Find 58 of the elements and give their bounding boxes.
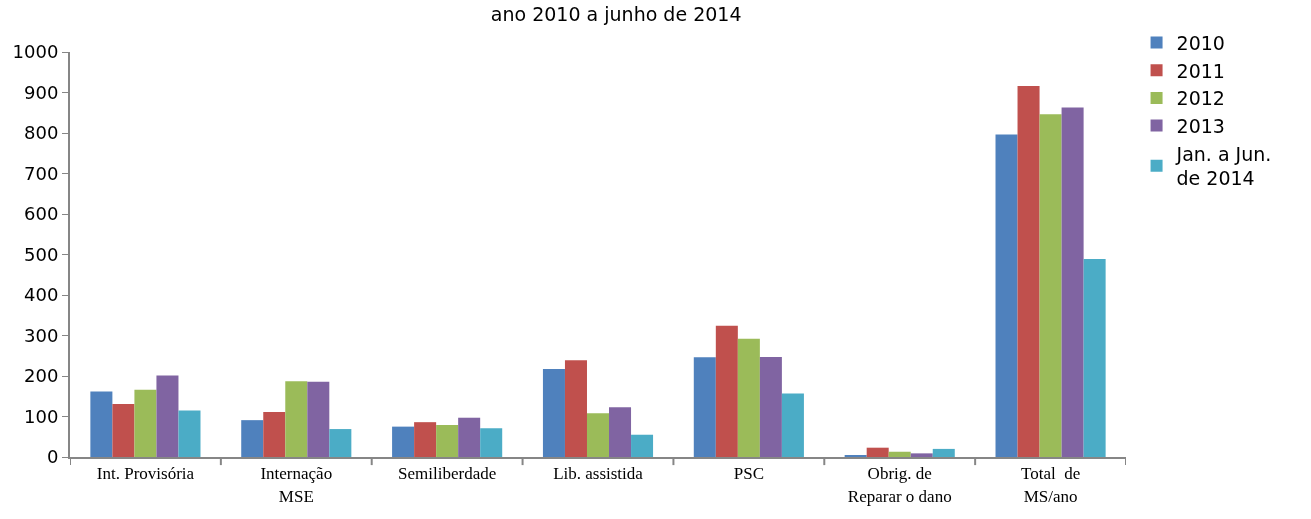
bar xyxy=(112,403,135,457)
bar xyxy=(90,391,113,457)
bar xyxy=(458,417,481,457)
bar xyxy=(307,381,330,457)
bar xyxy=(609,407,632,457)
legend-label: 2011 xyxy=(1176,59,1225,82)
bar xyxy=(910,453,933,457)
bar xyxy=(995,134,1018,457)
bar xyxy=(392,426,415,457)
bar xyxy=(134,389,157,457)
bar xyxy=(241,420,264,457)
bar xyxy=(759,356,782,457)
bar xyxy=(932,448,955,457)
bar xyxy=(693,357,716,457)
y-tick-label: 800 xyxy=(24,122,59,144)
x-tick-label: Semiliberdade xyxy=(398,464,497,484)
bar xyxy=(1017,86,1040,457)
y-tick-label: 100 xyxy=(24,405,59,427)
bar xyxy=(178,410,201,457)
bar xyxy=(414,422,437,457)
legend-label: 2012 xyxy=(1176,87,1225,110)
bar xyxy=(542,369,565,457)
x-tick-label: Lib. assistida xyxy=(553,464,644,484)
bar xyxy=(631,434,654,457)
bar xyxy=(564,360,587,457)
y-tick-label: 700 xyxy=(24,162,59,184)
x-tick-label: Int. Provisória xyxy=(96,464,195,484)
bar xyxy=(436,425,459,457)
bar xyxy=(866,447,889,457)
bar xyxy=(781,393,804,457)
bar xyxy=(1083,258,1106,457)
x-tick-label: Total de MS/ano xyxy=(1020,464,1081,506)
bar xyxy=(263,412,286,457)
bar xyxy=(156,375,179,457)
legend-label: 2010 xyxy=(1176,31,1225,54)
y-tick-label: 1000 xyxy=(12,41,59,63)
bar xyxy=(1039,114,1062,457)
x-tick-label: Internação MSE xyxy=(260,464,333,506)
bar xyxy=(285,381,308,457)
chart-title: ano 2010 a junho de 2014 xyxy=(490,3,742,26)
y-tick-label: 900 xyxy=(24,81,59,103)
x-tick-label: Obrig. de Reparar o dano xyxy=(847,464,952,506)
bar xyxy=(586,413,610,457)
y-tick-label: 200 xyxy=(24,365,59,387)
y-tick-label: 600 xyxy=(24,203,59,225)
y-tick-label: 300 xyxy=(24,324,59,346)
legend-label: Jan. a Jun. de 2014 xyxy=(1175,142,1272,190)
bar xyxy=(715,325,738,457)
x-tick-label: PSC xyxy=(733,464,764,484)
bar xyxy=(888,451,911,457)
bar xyxy=(480,428,503,457)
y-tick-label: 500 xyxy=(24,243,59,265)
bar xyxy=(737,338,760,457)
bar xyxy=(329,429,352,457)
y-tick-label: 400 xyxy=(24,284,59,306)
y-tick-label: 0 xyxy=(46,446,59,468)
legend-label: 2013 xyxy=(1176,115,1225,138)
bar xyxy=(1061,107,1084,457)
